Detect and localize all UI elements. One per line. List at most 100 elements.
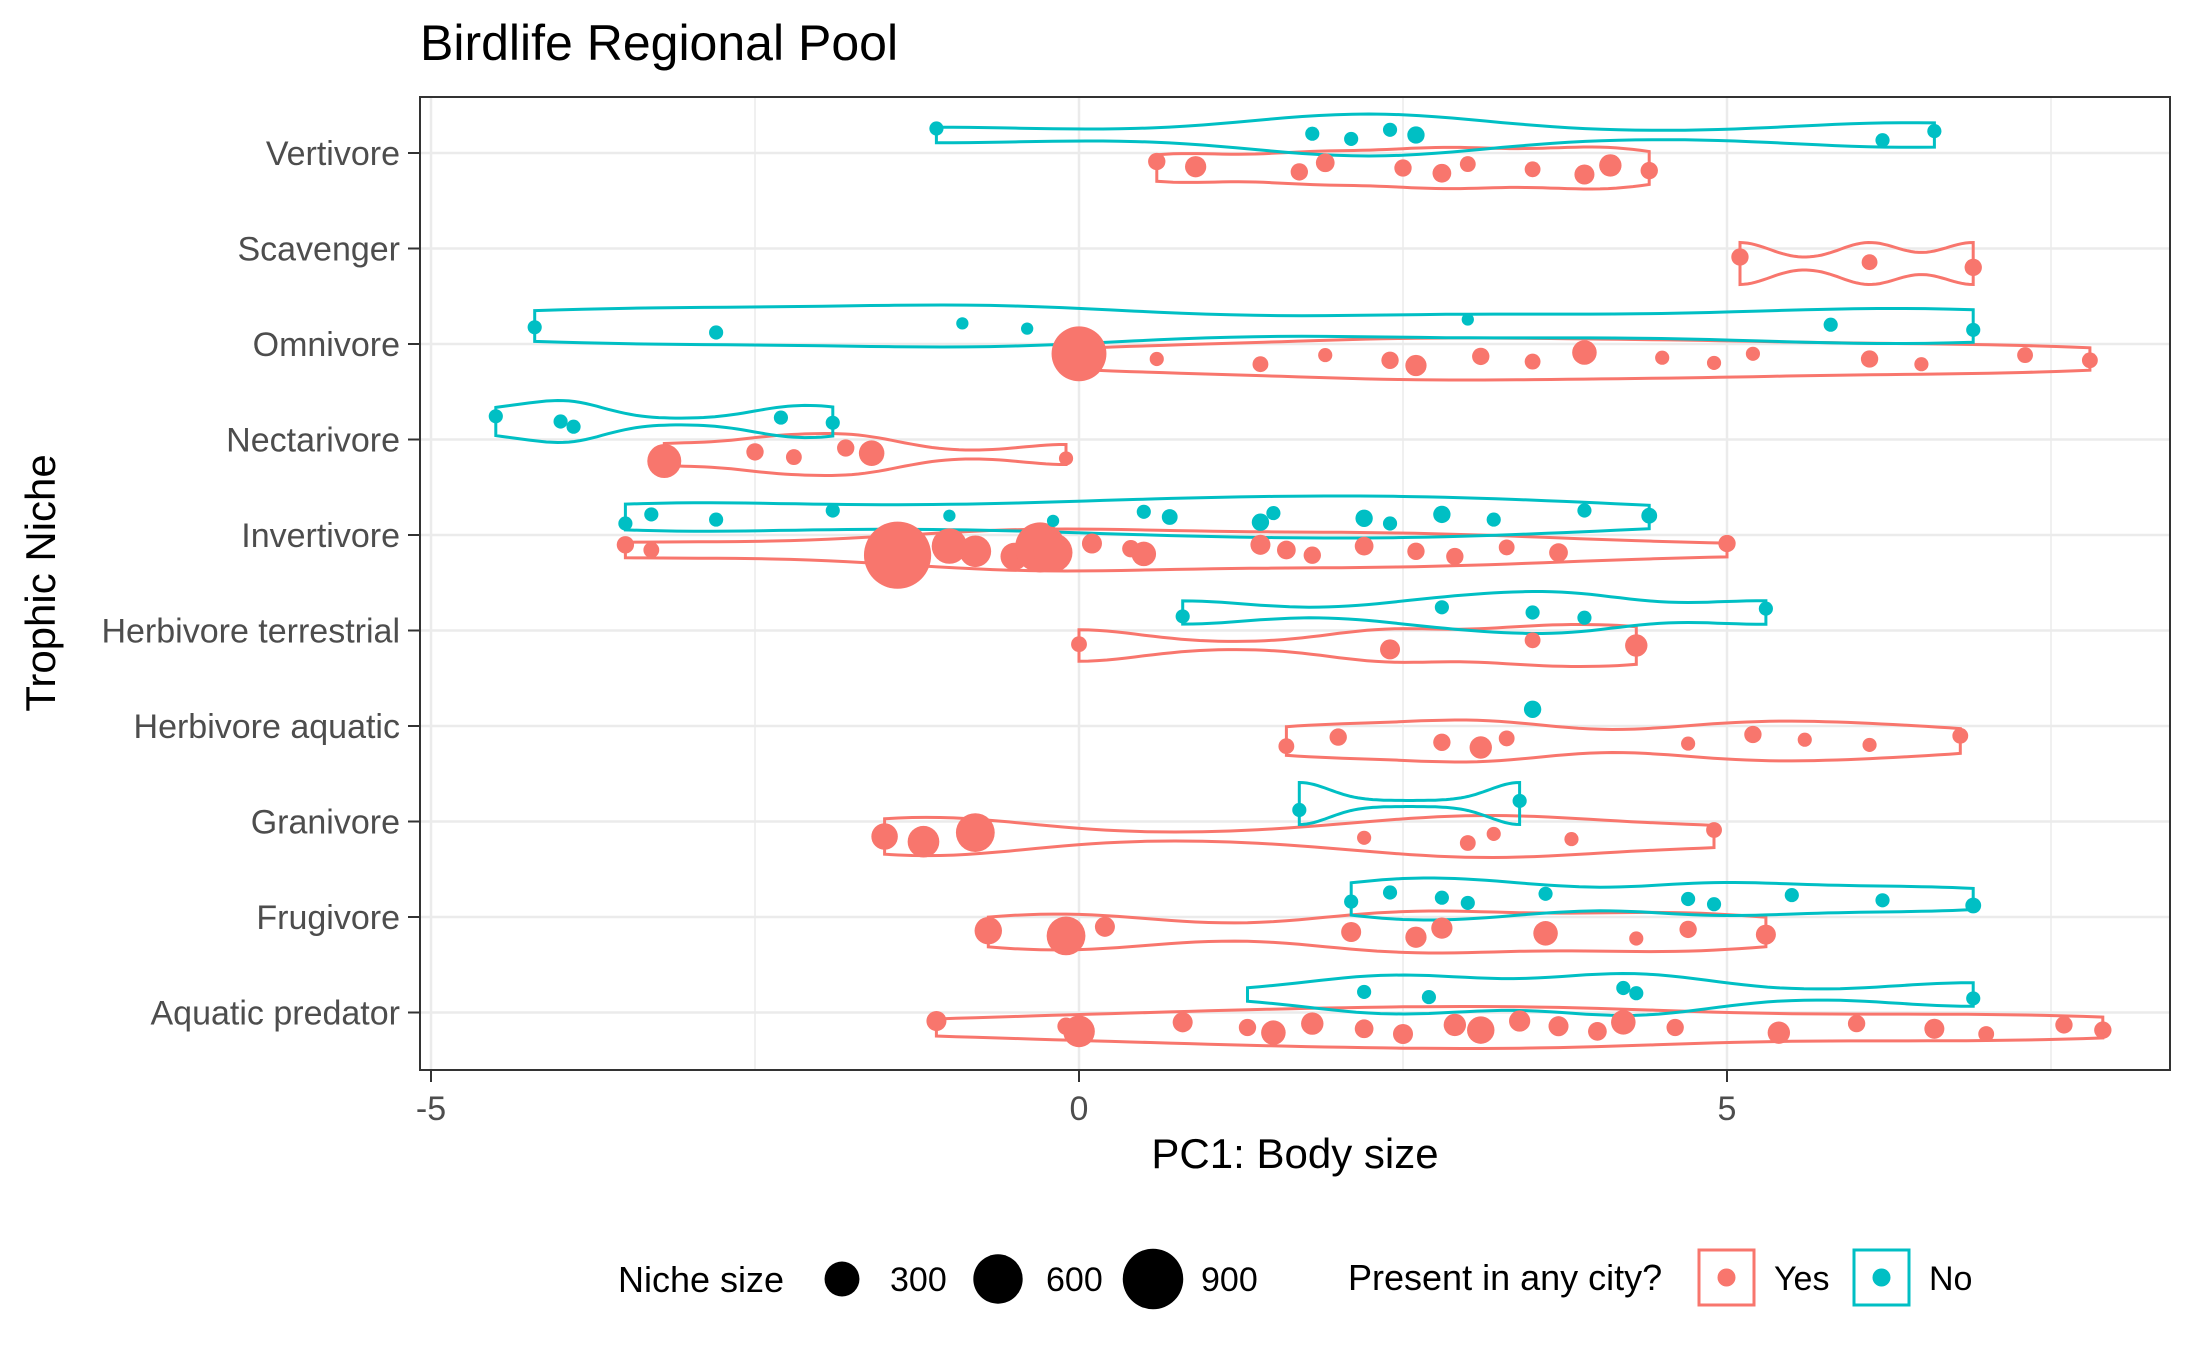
data-point — [1063, 1015, 1095, 1048]
data-point — [1290, 163, 1308, 181]
legend-size-key — [973, 1254, 1023, 1304]
data-point — [1172, 1012, 1193, 1033]
data-point — [1315, 153, 1335, 173]
violin-outline — [934, 112, 1936, 158]
violin-outline — [1077, 623, 1638, 668]
data-point — [644, 507, 659, 522]
data-point — [527, 320, 542, 335]
data-point — [1341, 921, 1362, 943]
data-point — [488, 409, 503, 424]
legend-size-label: 600 — [1046, 1261, 1103, 1299]
data-point — [1292, 802, 1307, 818]
data-point — [1251, 513, 1270, 531]
data-point — [907, 825, 940, 858]
data-point — [1185, 156, 1207, 178]
data-point — [1405, 926, 1427, 948]
legend: Niche size 300 600 900 Present in any city… — [618, 1248, 1972, 1310]
data-point — [709, 512, 724, 527]
data-point — [1625, 634, 1648, 657]
chart-title: Birdlife Regional Pool — [420, 15, 898, 71]
data-point — [1706, 897, 1722, 912]
data-point — [1033, 533, 1073, 572]
data-point — [1784, 888, 1799, 903]
y-tick-label: Herbivore aquatic — [134, 708, 400, 746]
data-point — [1301, 1012, 1324, 1035]
data-point — [1354, 536, 1374, 556]
data-point — [785, 449, 802, 466]
data-point — [1641, 507, 1658, 524]
data-point — [1860, 350, 1879, 368]
legend-size-key — [1122, 1248, 1184, 1310]
legend-color-label: No — [1929, 1260, 1972, 1298]
data-point — [1329, 728, 1347, 746]
data-point — [1523, 700, 1542, 718]
data-point — [959, 535, 992, 568]
data-point — [1966, 991, 1981, 1006]
y-tick-label: Nectarivore — [226, 422, 400, 460]
data-point — [1767, 1021, 1791, 1044]
violin-outline — [1246, 971, 1975, 1018]
data-point — [1744, 725, 1762, 744]
data-point — [1616, 980, 1631, 996]
y-tick-label: Granivore — [251, 804, 400, 842]
data-point — [1524, 632, 1541, 649]
data-point — [1161, 509, 1178, 525]
data-point — [1548, 1016, 1569, 1037]
data-point — [616, 536, 635, 554]
data-point — [1405, 354, 1427, 377]
data-point — [1914, 357, 1929, 372]
data-point — [1875, 133, 1890, 148]
data-point — [926, 1010, 947, 1032]
legend-size-key — [824, 1261, 860, 1297]
data-point — [1175, 609, 1190, 624]
data-point — [1046, 514, 1060, 528]
y-tick-label: Herbivore terrestrial — [101, 613, 400, 651]
x-tick-label: 0 — [1070, 1090, 1089, 1128]
data-point — [1266, 506, 1281, 521]
data-point — [1318, 348, 1333, 363]
data-point — [1978, 1026, 1995, 1042]
y-tick-label: Frugivore — [256, 899, 400, 937]
data-point — [858, 440, 885, 466]
data-point — [553, 414, 568, 429]
legend-size-label: 300 — [890, 1261, 947, 1299]
data-point — [1381, 351, 1399, 369]
legend-color-label: Yes — [1774, 1260, 1829, 1298]
data-point — [1081, 533, 1102, 554]
violin-outline — [1284, 718, 1962, 764]
data-point — [1681, 736, 1696, 751]
y-tick-label: Invertivore — [241, 517, 400, 555]
data-point — [1524, 353, 1541, 370]
data-point — [1354, 1019, 1374, 1039]
data-point — [2094, 1021, 2112, 1039]
data-point — [1094, 916, 1115, 937]
data-point — [1392, 1023, 1414, 1045]
data-point — [1382, 885, 1398, 900]
y-axis-title: Trophic Niche — [17, 454, 64, 712]
data-point — [1847, 1014, 1866, 1033]
data-point — [1486, 826, 1501, 841]
legend-color-title: Present in any city? — [1348, 1257, 1662, 1298]
data-point — [1149, 351, 1164, 367]
data-point — [1964, 258, 1982, 277]
data-point — [956, 317, 969, 330]
data-point — [1509, 1010, 1531, 1032]
data-point — [773, 410, 789, 425]
data-point — [1382, 516, 1398, 531]
data-point — [1718, 534, 1736, 553]
data-point — [1572, 340, 1597, 365]
legend-size-entries: 300 600 900 — [824, 1248, 1258, 1310]
data-point — [1357, 830, 1372, 845]
data-point — [1407, 542, 1425, 560]
data-point — [1238, 1018, 1257, 1037]
data-point — [1407, 126, 1425, 144]
data-point — [1538, 886, 1553, 901]
data-point — [1303, 546, 1321, 564]
data-point — [1706, 355, 1722, 370]
data-point — [1498, 730, 1515, 747]
data-point — [1058, 451, 1074, 466]
data-point — [1655, 350, 1670, 365]
data-point — [746, 443, 764, 461]
data-point — [1469, 736, 1492, 759]
data-point — [1433, 733, 1451, 751]
